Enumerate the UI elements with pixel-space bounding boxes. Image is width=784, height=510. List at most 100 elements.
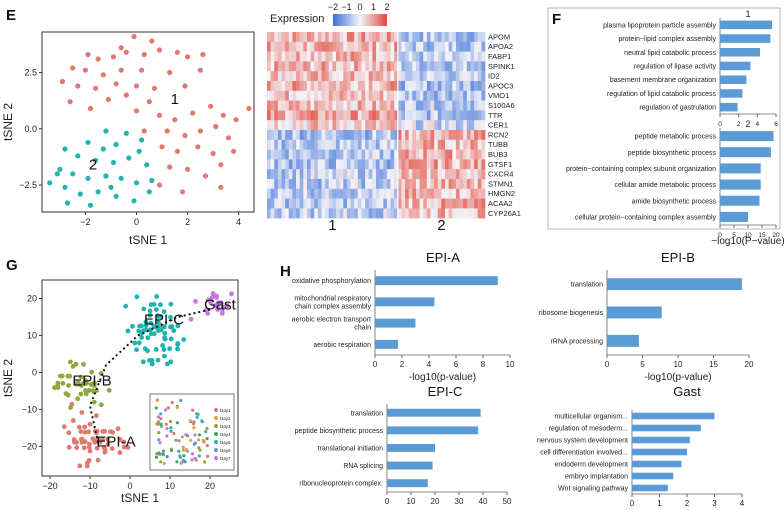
heatmap-cell [328,100,333,111]
scatter-point [153,307,159,312]
scatter-point [85,139,91,145]
heatmap-row-label: GTSF1 [488,160,512,169]
scatter-point [153,347,159,352]
scatter-point [141,51,147,58]
heatmap-cell [434,90,439,101]
x-tick-label: 5 [732,232,736,239]
inset-point [154,455,159,459]
heatmap-cell [361,139,366,150]
heatmap-cell [423,61,428,72]
heatmap-cell [281,198,286,209]
inset-point [168,419,172,424]
heatmap-cell [343,120,348,131]
heatmap-cell [325,188,330,199]
heatmap-cell [405,51,409,62]
heatmap-cell [386,159,391,170]
heatmap-cell [343,100,348,111]
heatmap-cell [459,110,464,121]
scatter-point [92,380,97,386]
heatmap-cell [463,159,468,170]
heatmap-cell [412,188,417,199]
heatmap-cell [452,198,457,209]
scatter-point [77,191,83,197]
heatmap-row-label: ID2 [488,72,500,81]
heatmap-cell [267,149,271,160]
heatmap-cell [314,198,319,209]
heatmap-cell [466,169,471,180]
bar-chart: plasma lipoprotein particle assemblyprot… [603,9,778,128]
heatmap-cell [270,139,275,150]
heatmap-cell [285,41,290,52]
heatmap-cell [386,32,391,42]
heatmap-cell [303,81,308,91]
heatmap-cell [408,90,413,101]
heatmap-cell [481,139,486,150]
heatmap-cell [481,51,486,62]
heatmap-cell [430,100,435,111]
heatmap-cell [368,139,373,150]
scatter-point [197,128,203,134]
heatmap-cell [314,90,319,101]
scatter-point [63,391,69,396]
heatmap-cell [423,41,428,52]
heatmap-cell [434,169,439,180]
scatter-point [117,450,123,456]
heatmap-cell [368,120,373,131]
bar-chart: multicellular organism...regulation of m… [537,384,745,508]
scatter-point [182,132,188,139]
heatmap-cell [394,149,399,160]
bar [720,48,760,57]
scatter-point [218,300,224,306]
heatmap-cell [474,61,479,72]
heatmap-cell [386,110,391,121]
heatmap-cell [430,159,435,170]
heatmap-cell [459,149,464,160]
heatmap-cell [434,32,439,42]
heatmap-cell [288,159,293,170]
heatmap-cell [401,71,406,82]
heatmap-cell [296,159,300,170]
heatmap-cell [310,110,315,121]
heatmap-cell [365,90,370,101]
heatmap-cell [288,198,293,209]
scatter-point [215,305,221,311]
heatmap-cell [423,100,428,111]
heatmap-cell [459,100,464,111]
heatmap-cell [477,110,482,121]
heatmap-cell [357,32,362,42]
heatmap-cell [383,41,388,52]
heatmap-cell [317,51,322,62]
heatmap-cell [412,130,417,140]
heatmap-cell [354,81,359,91]
scatter-point [70,418,76,423]
heatmap-cell [415,139,420,150]
heatmap-cell [397,41,402,52]
scatter-point [83,388,88,393]
heatmap-cell [270,71,275,82]
bar-category-label: plasma lipoprotein particle assembly [603,22,716,29]
bar [632,424,701,432]
heatmap-cell [321,179,326,189]
heatmap-cell [445,149,449,160]
heatmap-cell [466,81,471,91]
scatter-point [175,323,181,329]
heatmap-cell [397,149,402,160]
heatmap-cell [274,179,279,189]
x-tick-label: 0 [630,499,635,508]
heatmap-cell [372,139,377,150]
scatter-point [55,380,61,386]
heatmap-cell [459,41,464,52]
inset-point [169,429,173,433]
heatmap-cell [339,208,344,219]
heatmap-cell [455,139,460,150]
heatmap-cell [285,100,290,111]
bar-category-label: mitochondrial respiratory [294,295,371,302]
heatmap-cell [277,32,282,42]
heatmap-cell [325,32,330,42]
heatmap-cell [405,179,409,189]
heatmap-cell [470,208,475,219]
heatmap-cell [459,81,464,91]
heatmap-cell [405,41,409,52]
heatmap-cell [277,149,282,160]
heatmap-cell [379,32,384,42]
